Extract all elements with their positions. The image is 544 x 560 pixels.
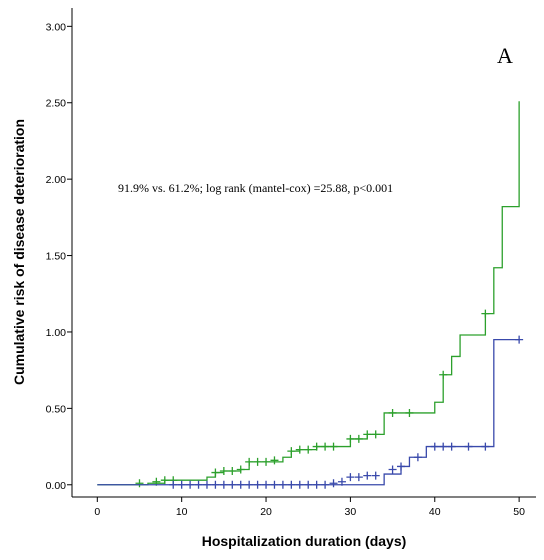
censor-mark: [481, 310, 489, 318]
censor-mark: [287, 481, 295, 489]
censor-mark: [481, 443, 489, 451]
censor-mark: [254, 458, 262, 466]
y-tick-label: 0.00: [46, 480, 67, 492]
censor-mark: [313, 481, 321, 489]
censor-mark: [220, 467, 228, 475]
censor-mark: [304, 481, 312, 489]
x-tick-label: 10: [176, 506, 188, 518]
censor-mark: [330, 479, 338, 487]
censor-mark: [228, 481, 236, 489]
panel-label: A: [497, 43, 513, 68]
censor-mark: [296, 481, 304, 489]
censor-mark: [330, 443, 338, 451]
stats-annotation: 91.9% vs. 61.2%; log rank (mantel-cox) =…: [118, 181, 393, 195]
censor-mark: [245, 458, 253, 466]
x-tick-label: 50: [513, 506, 525, 518]
y-tick-label: 3.00: [46, 21, 67, 33]
censor-mark: [363, 430, 371, 438]
censor-mark: [211, 481, 219, 489]
censor-mark: [287, 447, 295, 455]
censor-mark: [321, 443, 329, 451]
censor-mark: [465, 443, 473, 451]
censor-mark: [237, 465, 245, 473]
censor-mark: [321, 481, 329, 489]
y-tick-label: 1.00: [46, 327, 67, 339]
censor-mark: [135, 479, 143, 487]
censor-mark: [431, 443, 439, 451]
x-tick-label: 30: [345, 506, 357, 518]
censor-mark: [270, 456, 278, 464]
censor-mark: [304, 446, 312, 454]
censor-mark: [237, 481, 245, 489]
censor-mark: [439, 443, 447, 451]
censor-mark: [389, 465, 397, 473]
censor-mark: [363, 472, 371, 480]
censor-mark: [186, 481, 194, 489]
censor-mark: [448, 443, 456, 451]
censor-mark: [279, 481, 287, 489]
censor-mark: [195, 481, 203, 489]
censor-mark: [211, 469, 219, 477]
censor-mark: [397, 462, 405, 470]
censor-mark: [355, 435, 363, 443]
censor-mark: [372, 472, 380, 480]
censor-mark: [346, 435, 354, 443]
survival-curve-2: [97, 340, 519, 485]
y-tick-label: 0.50: [46, 403, 67, 415]
censor-mark: [228, 467, 236, 475]
x-axis-ticks: 0 10 20 30 40 50: [94, 497, 525, 518]
y-tick-label: 2.50: [46, 98, 67, 110]
x-tick-label: 20: [260, 506, 272, 518]
censor-mark: [203, 481, 211, 489]
censor-mark: [296, 446, 304, 454]
censor-mark: [389, 409, 397, 417]
censor-mark: [372, 430, 380, 438]
x-axis-title: Hospitalization duration (days): [202, 533, 407, 549]
y-axis-ticks: 0.00 0.50 1.00 1.50 2.00 2.50 3.00: [46, 21, 72, 491]
censor-mark: [262, 481, 270, 489]
censor-mark: [270, 481, 278, 489]
survival-curve-1: [97, 101, 519, 485]
y-axis-title: Cumulative risk of disease deterioration: [11, 119, 27, 385]
censor-mark: [515, 336, 523, 344]
censor-mark: [220, 481, 228, 489]
censor-mark: [254, 481, 262, 489]
y-tick-label: 2.00: [46, 174, 67, 186]
censor-mark: [178, 481, 186, 489]
y-tick-label: 1.50: [46, 251, 67, 263]
censor-mark: [245, 481, 253, 489]
censor-mark: [262, 458, 270, 466]
censor-mark: [355, 473, 363, 481]
series-layer: [97, 101, 523, 489]
x-tick-label: 0: [94, 506, 100, 518]
censor-mark: [439, 371, 447, 379]
censor-mark: [405, 409, 413, 417]
censor-mark: [346, 473, 354, 481]
x-tick-label: 40: [429, 506, 441, 518]
censor-mark: [169, 481, 177, 489]
censor-mark: [414, 453, 422, 461]
